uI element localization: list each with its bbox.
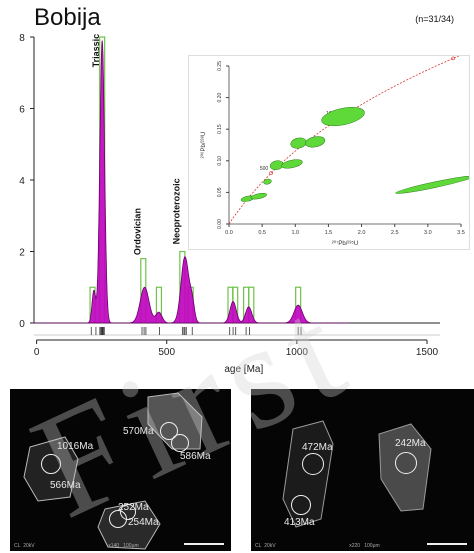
y-tick-label: 0 xyxy=(19,319,25,330)
x-tick-label: 1000 xyxy=(286,347,309,358)
concordia-age-marker xyxy=(451,56,455,61)
spot-label: 472Ma xyxy=(302,442,333,453)
concordia-age-marker xyxy=(269,171,273,175)
spot-label: 566Ma xyxy=(50,480,81,491)
data-ellipse xyxy=(290,137,307,149)
image-meta: CL 20kV x220 100μm xyxy=(255,543,380,549)
inset-x-tick-label: 0.0 xyxy=(225,230,233,236)
y-tick-label: 4 xyxy=(19,176,25,187)
image-meta: CL 20kV x140 100μm xyxy=(14,543,139,549)
cl-image-left: 1016Ma 570Ma 586Ma 566Ma 252Ma 254Ma CL … xyxy=(10,389,231,551)
spot-label: 586Ma xyxy=(180,451,211,462)
scale-bar xyxy=(427,543,467,545)
spot-ring xyxy=(160,422,178,440)
sample-count: (n=31/34) xyxy=(415,14,454,24)
period-label: Triassic xyxy=(91,34,101,68)
inset-x-axis-title: ²⁰⁷Pb/²³⁵U xyxy=(332,240,358,247)
concordia-inset: 0.00 0.05 0.10 0.15 0.20 0.25 0.0 0.5 1.0 1.5 2.0 2… xyxy=(188,49,474,250)
sample-title: Bobija xyxy=(34,4,101,31)
data-ellipse xyxy=(395,175,474,194)
spot-ring xyxy=(302,453,324,475)
inset-x-tick-label: 2.0 xyxy=(358,230,366,236)
inset-y-tick-label: 0.00 xyxy=(217,219,223,229)
spot-ring xyxy=(171,434,189,452)
inset-y-tick-label: 0.25 xyxy=(217,61,223,71)
data-ellipse xyxy=(250,192,267,200)
inset-y-axis-title: ²⁰⁶Pb/²³⁸U xyxy=(200,132,207,159)
inset-x-tick-label: 3.0 xyxy=(424,230,432,236)
concordia-age-label: 1500 xyxy=(439,56,450,57)
data-ellipse xyxy=(263,178,272,185)
kde-area xyxy=(34,40,349,324)
concordia-curve xyxy=(228,49,474,225)
scale-bar xyxy=(184,543,224,545)
x-tick-label: 500 xyxy=(158,347,175,358)
concordia-age-label: 500 xyxy=(260,166,269,172)
spot-label: 252Ma xyxy=(118,502,149,513)
spot-label: 413Ma xyxy=(284,517,315,528)
period-label: Neoproterozoic xyxy=(171,178,181,244)
inset-x-tick-label: 0.5 xyxy=(258,230,266,236)
x-tick-label: 1500 xyxy=(416,347,439,358)
inset-x-tick-label: 1.5 xyxy=(325,230,333,236)
inset-x-tick-label: 2.5 xyxy=(391,230,399,236)
x-tick-label: 0 xyxy=(34,347,40,358)
spot-ring xyxy=(395,452,417,474)
inset-y-tick-label: 0.15 xyxy=(217,124,223,134)
data-ellipse xyxy=(321,107,365,127)
inset-y-tick-label: 0.10 xyxy=(217,156,223,166)
y-tick-label: 6 xyxy=(19,105,25,116)
cl-image-right: 472Ma 242Ma 413Ma CL 20kV x220 100μm xyxy=(251,389,474,551)
inset-y-tick-label: 0.05 xyxy=(217,187,223,197)
kde-histogram-chart: 0 2 4 6 8 Triassic Ordovician Neoproterozoic 0 50… xyxy=(19,33,440,375)
spot-label: 1016Ma xyxy=(57,441,94,452)
spot-ring xyxy=(291,495,311,515)
spot-label: 570Ma xyxy=(123,426,154,437)
data-ellipse xyxy=(281,159,303,169)
inset-y-tick-label: 0.20 xyxy=(217,93,223,103)
y-tick-label: 8 xyxy=(19,33,25,44)
concordia-diagram: 0.00 0.05 0.10 0.15 0.20 0.25 0.0 0.5 1.0 1.5 2.0 2… xyxy=(200,49,474,247)
y-tick-label: 2 xyxy=(19,248,25,259)
inset-x-tick-label: 3.5 xyxy=(457,230,465,236)
x-axis-title: age [Ma] xyxy=(224,364,263,375)
spot-label: 254Ma xyxy=(128,517,159,528)
spot-ring xyxy=(41,454,61,474)
period-label: Ordovician xyxy=(132,208,142,255)
spot-ring xyxy=(120,504,136,520)
inset-x-tick-label: 1.0 xyxy=(291,230,299,236)
data-ellipse xyxy=(305,136,326,148)
spot-label: 242Ma xyxy=(395,438,426,449)
